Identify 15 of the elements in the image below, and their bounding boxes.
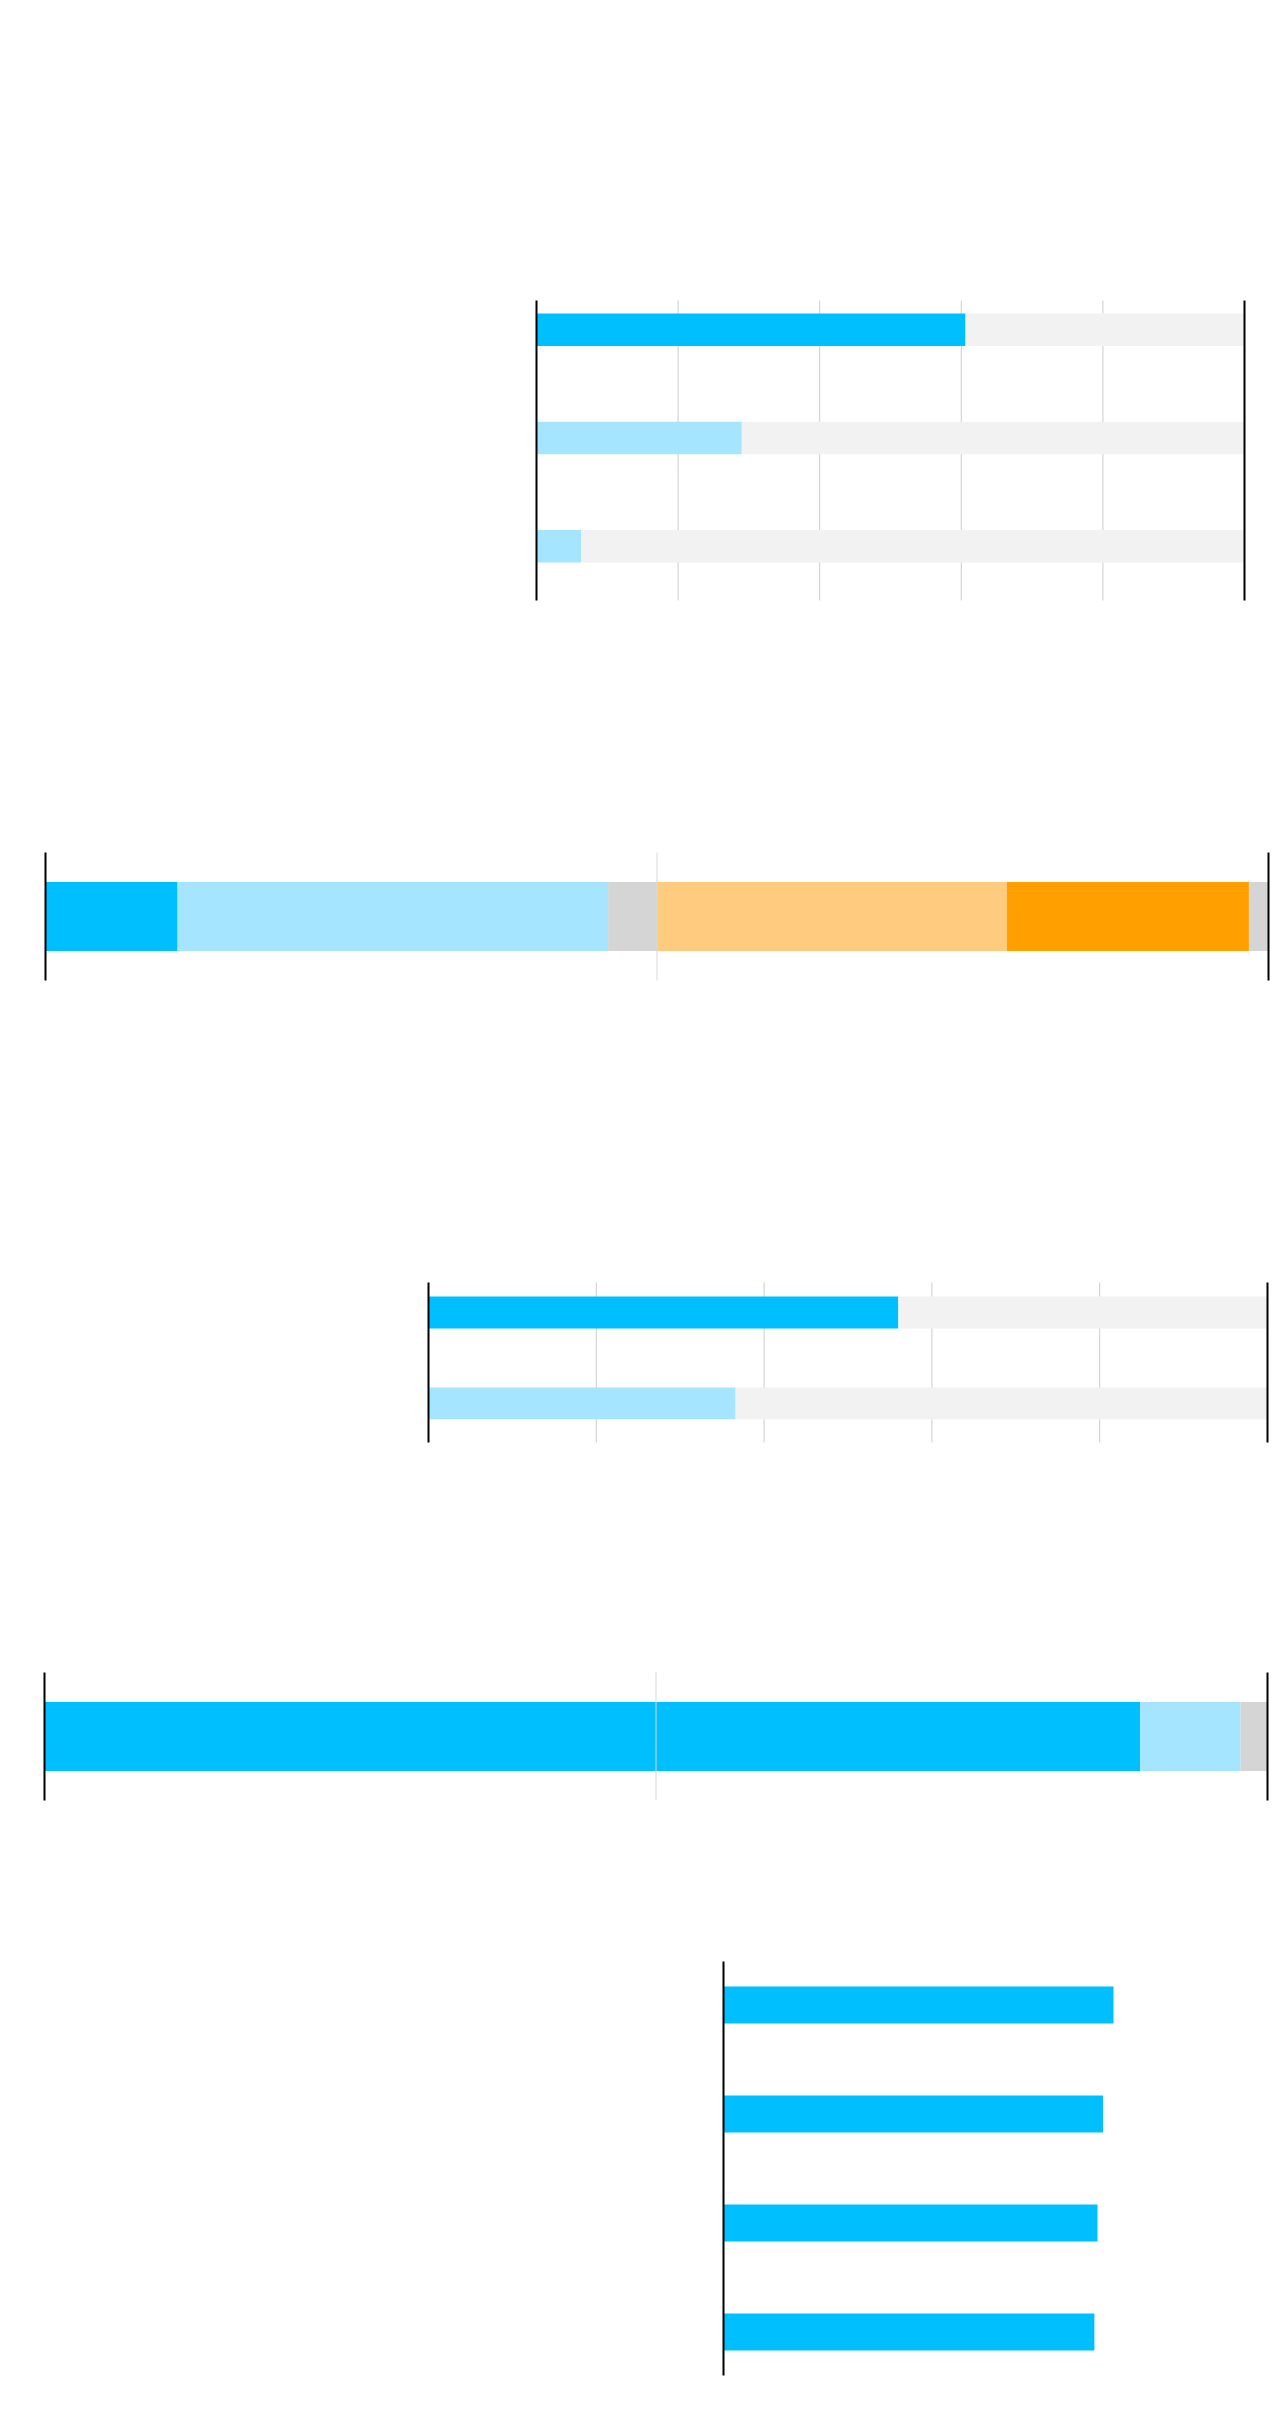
bar	[965, 313, 1245, 346]
bar	[45, 881, 178, 952]
bar	[536, 313, 966, 346]
bar	[723, 2095, 1103, 2133]
bar	[177, 881, 609, 952]
bar	[723, 2313, 1095, 2351]
bar	[536, 421, 742, 455]
bar	[657, 881, 1007, 952]
bar	[741, 421, 1245, 455]
bar	[581, 530, 1245, 563]
bar	[1006, 881, 1249, 952]
bar	[723, 1986, 1114, 2024]
bar	[1248, 881, 1269, 952]
bar	[723, 2204, 1098, 2242]
bar	[536, 530, 582, 563]
